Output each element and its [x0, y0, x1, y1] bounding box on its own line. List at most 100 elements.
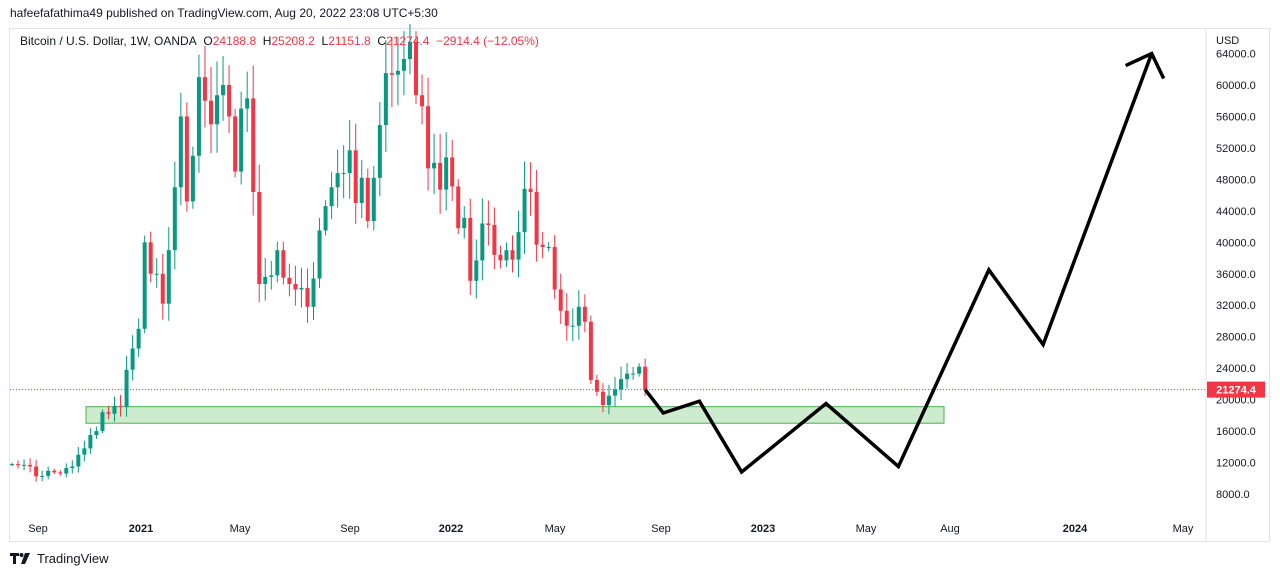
- candle: [414, 31, 419, 104]
- candle-body: [323, 206, 328, 231]
- candle-body: [52, 470, 57, 473]
- candle-body: [160, 273, 165, 304]
- candle: [148, 231, 153, 283]
- candle: [600, 383, 605, 413]
- candle-body: [82, 448, 87, 455]
- candle-body: [239, 108, 244, 172]
- candle-body: [281, 250, 286, 278]
- candle-body: [275, 250, 280, 276]
- candle: [40, 470, 45, 482]
- candle: [106, 405, 111, 420]
- candle-body: [480, 223, 485, 261]
- candle-body: [221, 85, 226, 96]
- candle: [88, 428, 93, 454]
- candle: [401, 31, 406, 96]
- support-zone: [85, 406, 945, 424]
- candle-body: [58, 472, 63, 474]
- candle: [311, 262, 316, 321]
- candle-body: [432, 162, 437, 169]
- candle-body: [106, 412, 111, 414]
- y-tick-label: 52000.0: [1216, 143, 1256, 155]
- symbol-legend: Bitcoin / U.S. Dollar, 1W, OANDA O24188.…: [20, 34, 539, 48]
- candle: [625, 363, 630, 389]
- candle-body: [498, 254, 503, 261]
- candle: [383, 39, 388, 152]
- candle-body: [582, 306, 587, 322]
- candle-body: [94, 431, 99, 436]
- candle-body: [341, 173, 346, 175]
- candle-body: [570, 325, 575, 327]
- candle: [353, 123, 358, 224]
- candle-body: [407, 41, 412, 60]
- candle-body: [130, 348, 135, 370]
- publish-info: hafeefafathima49 published on TradingVie…: [10, 6, 438, 20]
- candle-body: [438, 162, 443, 190]
- candle-body: [365, 177, 370, 222]
- candle-body: [377, 125, 382, 178]
- candle-body: [643, 366, 648, 390]
- candle: [552, 234, 557, 299]
- candle: [76, 447, 81, 473]
- candle: [245, 71, 250, 133]
- x-tick-label: May: [1173, 523, 1194, 535]
- y-tick-label: 16000.0: [1216, 426, 1256, 438]
- candle-body: [619, 379, 624, 390]
- high-label: H: [262, 34, 272, 48]
- candle: [576, 290, 581, 340]
- candle: [323, 200, 328, 236]
- candle: [269, 261, 274, 290]
- projection-arrowhead: [1124, 51, 1166, 80]
- candle-body: [124, 369, 129, 407]
- candle-body: [492, 225, 497, 255]
- candle-body: [76, 454, 81, 467]
- candle: [28, 458, 33, 473]
- candle-body: [546, 247, 551, 249]
- candle: [16, 460, 21, 469]
- candle: [564, 292, 569, 341]
- high-value: 25208.2: [271, 34, 315, 48]
- candle: [588, 315, 593, 385]
- candle: [190, 146, 195, 209]
- candle: [58, 469, 63, 476]
- candle: [251, 65, 256, 216]
- candle-body: [401, 59, 406, 71]
- y-tick-label: 48000.0: [1216, 174, 1256, 186]
- candle: [100, 409, 105, 434]
- candle-body: [287, 277, 292, 284]
- candle-body: [166, 250, 171, 304]
- y-tick-label: 36000.0: [1216, 269, 1256, 281]
- candle-body: [522, 188, 527, 233]
- x-tick-label: 2024: [1063, 523, 1088, 535]
- x-tick-label: Sep: [28, 523, 48, 535]
- candle-body: [613, 389, 617, 396]
- y-tick-label: 40000.0: [1216, 237, 1256, 249]
- candle-body: [148, 242, 153, 274]
- candle: [456, 179, 461, 235]
- candle-body: [456, 186, 461, 229]
- candle: [34, 459, 39, 482]
- candle-body: [10, 464, 14, 466]
- candle: [305, 268, 310, 323]
- candle: [227, 65, 232, 134]
- candle-body: [600, 391, 605, 406]
- candle: [233, 108, 238, 178]
- symbol-title: Bitcoin / U.S. Dollar, 1W, OANDA: [20, 34, 197, 48]
- candle-body: [335, 173, 340, 188]
- candle: [124, 355, 129, 417]
- tradingview-logo-icon: [10, 552, 30, 564]
- candle: [407, 24, 412, 75]
- candle-body: [257, 191, 262, 284]
- candle-body: [64, 468, 69, 474]
- tradingview-brand[interactable]: TradingView: [10, 551, 109, 566]
- candle-body: [293, 283, 298, 290]
- change-value: −2914.4 (−12.05%): [436, 34, 539, 48]
- candle-body: [329, 187, 334, 207]
- candle: [522, 161, 527, 254]
- candle: [631, 366, 636, 380]
- candle: [160, 253, 165, 320]
- x-tick-label: 2022: [439, 523, 463, 535]
- x-tick-label: Aug: [940, 523, 960, 535]
- candle-body: [299, 287, 304, 290]
- candle-body: [462, 217, 467, 229]
